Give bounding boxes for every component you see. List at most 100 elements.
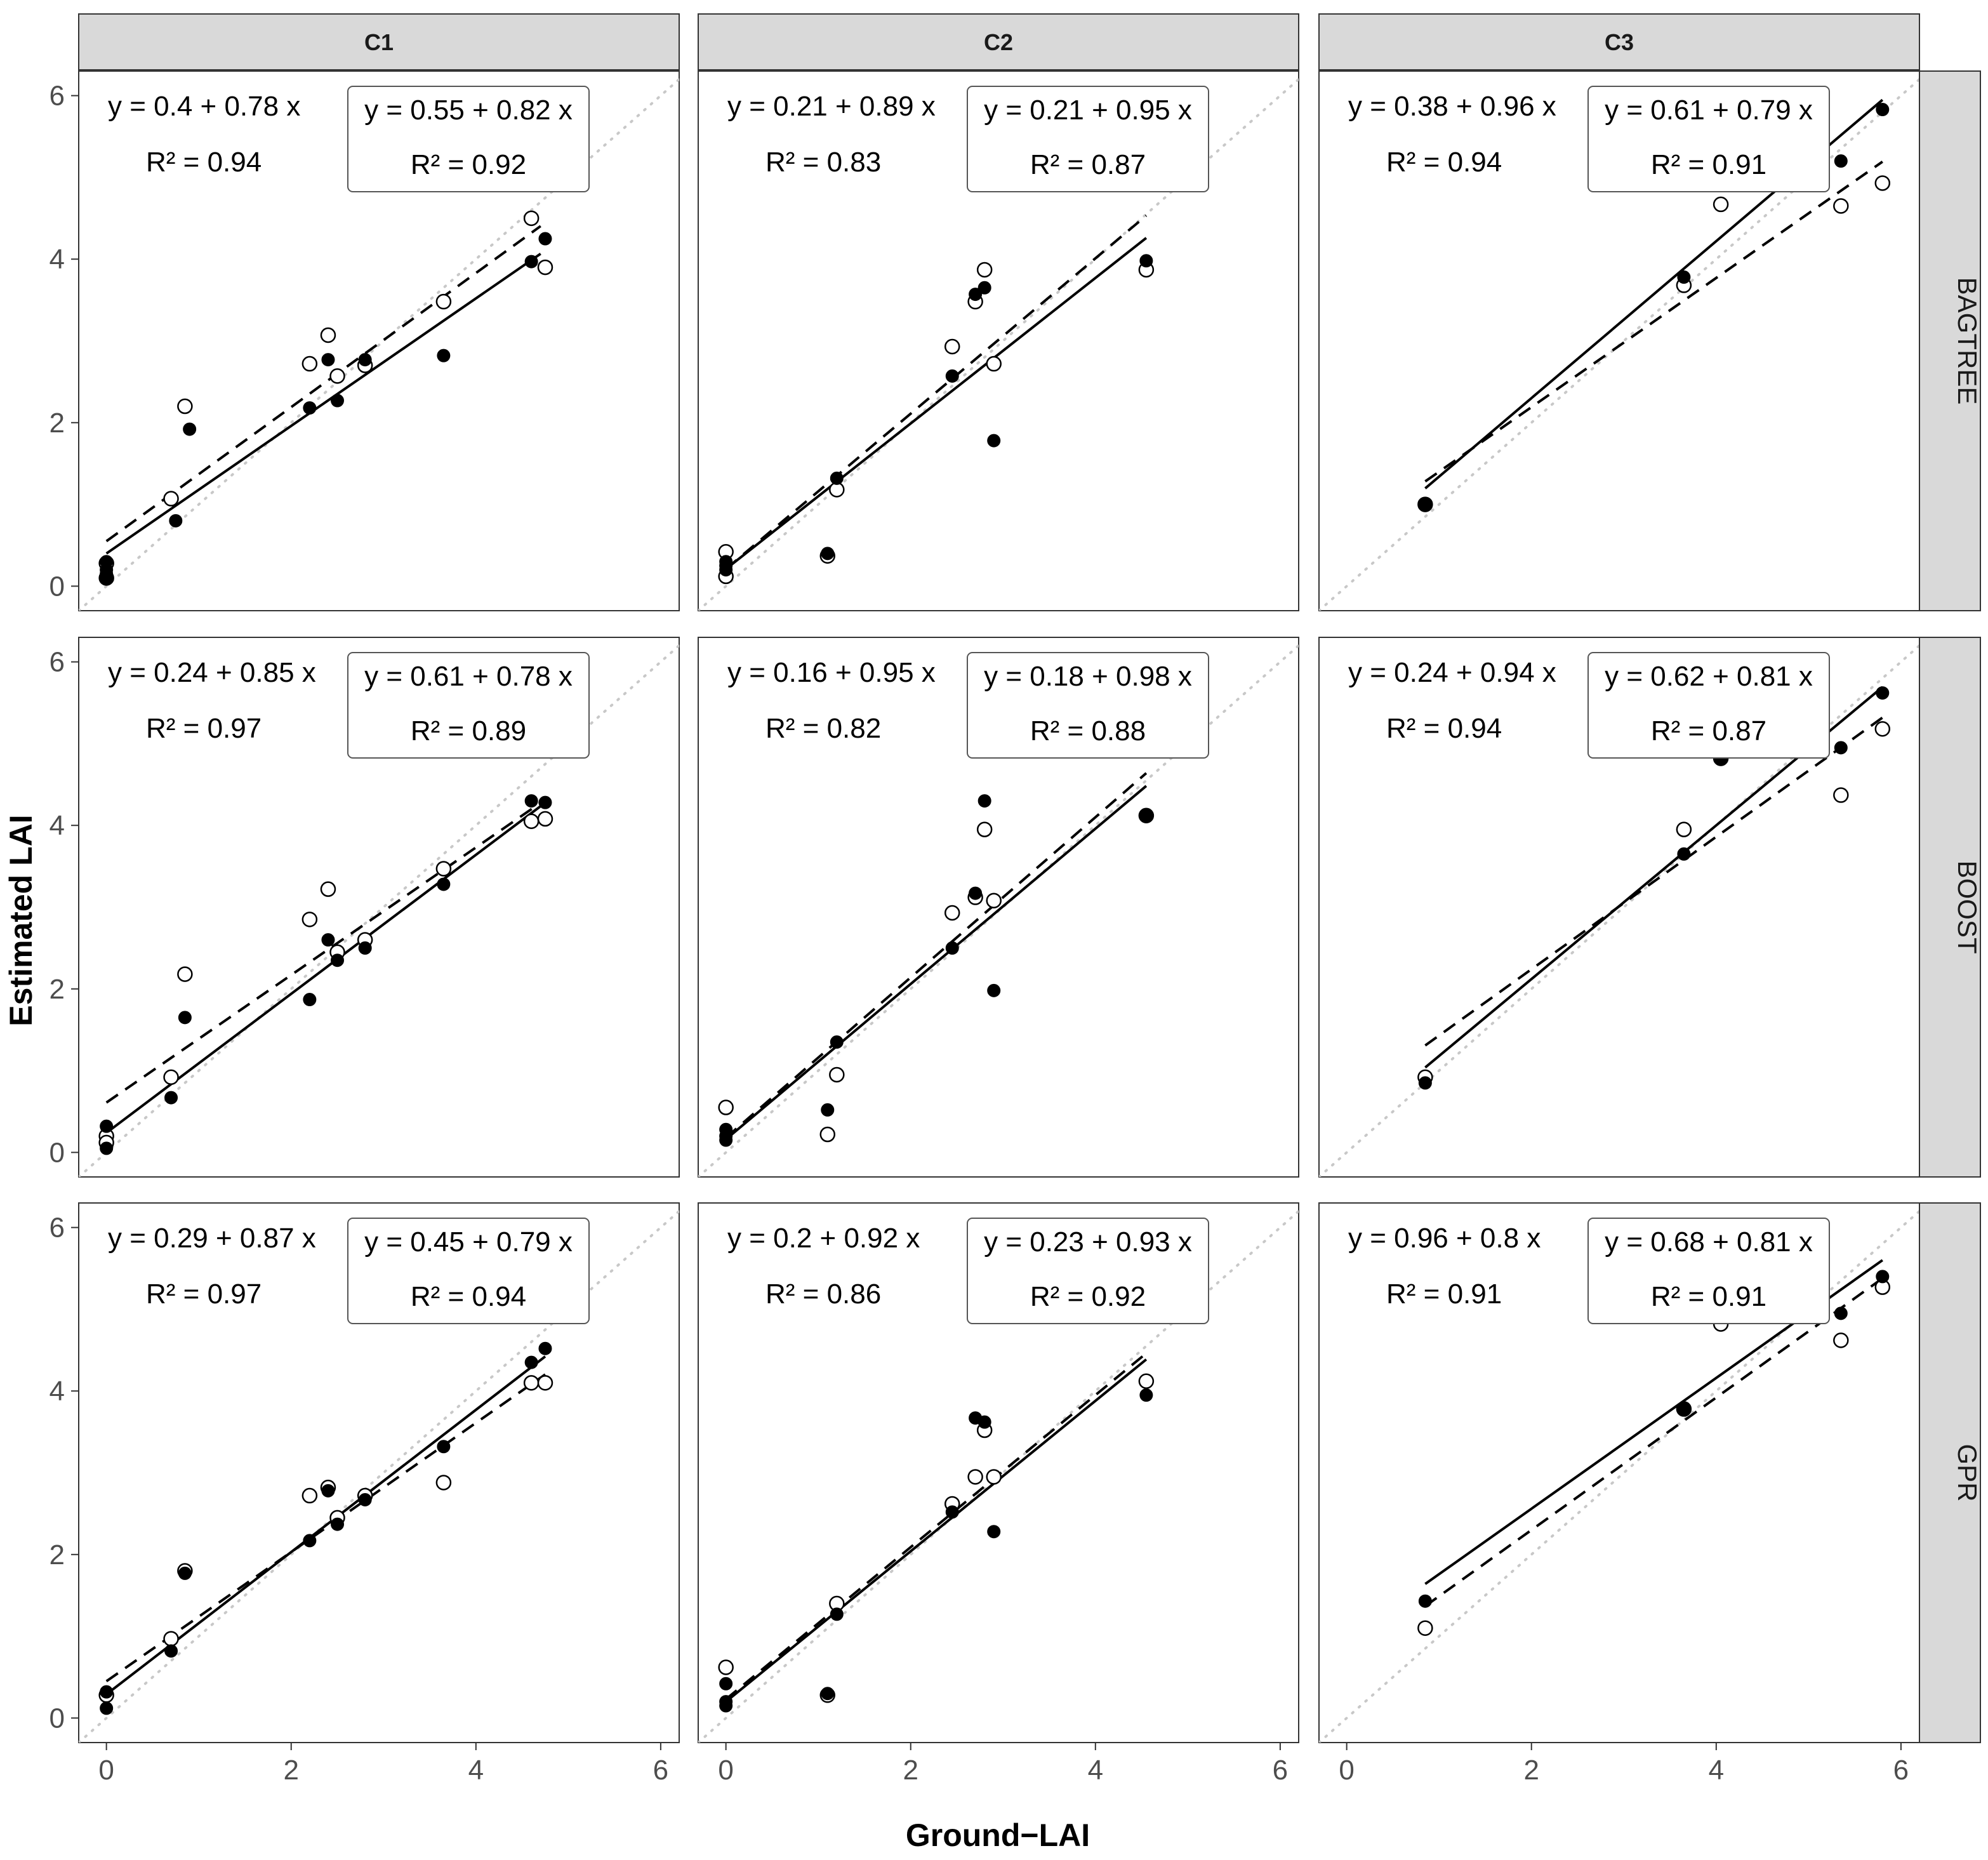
y-tick-label: 2	[50, 408, 65, 439]
open-point	[986, 355, 1002, 372]
filled-r2: R² = 0.86	[765, 1279, 881, 1310]
filled-point	[1139, 1388, 1153, 1402]
filled-point	[987, 434, 1001, 448]
open-point	[819, 1126, 836, 1143]
filled-point	[945, 369, 959, 383]
open-equation-box	[967, 652, 1209, 759]
filled-point	[1834, 741, 1848, 755]
filled-equation: y = 0.2 + 0.92 x	[727, 1223, 920, 1254]
open-equation: y = 0.23 + 0.93 x	[984, 1226, 1192, 1258]
filled-point	[987, 983, 1001, 997]
filled-point	[1677, 1402, 1691, 1416]
open-equation: y = 0.18 + 0.98 x	[984, 661, 1192, 692]
filled-r2: R² = 0.94	[146, 147, 262, 178]
filled-point	[830, 1035, 844, 1049]
open-point	[435, 861, 452, 877]
open-point	[1417, 1620, 1433, 1636]
filled-equation: y = 0.38 + 0.96 x	[1348, 91, 1556, 122]
open-point	[967, 1469, 983, 1485]
filled-equation: y = 0.4 + 0.78 x	[108, 91, 300, 122]
filled-point	[821, 1103, 835, 1117]
column-strip-label: C3	[1605, 29, 1634, 55]
filled-equation: y = 0.21 + 0.89 x	[727, 91, 936, 122]
column-strip	[1318, 13, 1920, 70]
filled-point	[1834, 154, 1848, 168]
filled-equation: y = 0.24 + 0.85 x	[108, 657, 316, 688]
panel-plot-area	[698, 77, 1299, 611]
open-fit-line	[105, 1373, 547, 1683]
column-strip-label: C2	[984, 29, 1013, 55]
open-r2: R² = 0.87	[1030, 149, 1146, 180]
filled-equation: y = 0.29 + 0.87 x	[108, 1223, 316, 1254]
filled-point	[1418, 498, 1432, 512]
filled-equation: y = 0.96 + 0.8 x	[1348, 1223, 1541, 1254]
x-tick-label: 0	[98, 1755, 114, 1786]
filled-point	[977, 794, 991, 808]
axes-layer: C1 C2 C3 BAGTREE BOOST GPR 0 2 4 6 0 2 4 6 0 2 4 6 0 2 4 6 0 2 4…	[50, 13, 1982, 1786]
open-equation: y = 0.45 + 0.79 x	[364, 1226, 573, 1258]
open-point	[1833, 787, 1849, 803]
filled-point	[331, 1517, 345, 1531]
open-point	[1833, 1332, 1849, 1348]
open-point	[1138, 1373, 1155, 1390]
filled-point	[821, 1687, 835, 1701]
filled-point	[100, 1701, 114, 1715]
open-equation-box	[967, 86, 1209, 192]
row-strip-label: BOOST	[1952, 860, 1982, 953]
open-point	[523, 210, 540, 227]
panel: y = 0.2 + 0.92 x R² = 0.86 y = 0.23 + 0.93…	[698, 1202, 1299, 1743]
filled-point	[719, 1133, 733, 1147]
x-tick-label: 6	[653, 1755, 668, 1786]
column-strip-label: C1	[364, 29, 394, 55]
open-equation-box	[347, 86, 590, 192]
filled-r2: R² = 0.91	[1386, 1279, 1502, 1310]
filled-r2: R² = 0.82	[765, 713, 881, 744]
open-fit-line	[1424, 161, 1883, 482]
open-point	[523, 813, 540, 830]
filled-point	[969, 288, 983, 302]
filled-point	[538, 795, 552, 809]
filled-point	[524, 255, 538, 269]
panel: y = 0.16 + 0.95 x R² = 0.82 y = 0.18 + 0.9…	[698, 637, 1299, 1178]
column-strip	[78, 13, 680, 70]
open-point	[1874, 175, 1891, 191]
x-axis-title: Ground−LAI	[906, 1817, 1090, 1853]
x-tick-label: 0	[1339, 1755, 1354, 1786]
filled-fit-line	[725, 1358, 1148, 1703]
filled-point	[1876, 1270, 1890, 1284]
row-strip	[1919, 70, 1981, 611]
y-tick-label: 6	[50, 81, 65, 112]
open-point	[302, 355, 318, 372]
filled-point	[1677, 847, 1691, 861]
open-fit-line	[725, 772, 1148, 1139]
row-strip	[1919, 637, 1981, 1178]
open-r2: R² = 0.87	[1651, 715, 1766, 747]
filled-point	[719, 1677, 733, 1691]
y-tick-label: 0	[50, 1703, 65, 1734]
filled-point	[100, 1119, 114, 1133]
filled-point	[987, 1525, 1001, 1539]
open-fit-line	[1424, 716, 1883, 1047]
x-tick-label: 2	[283, 1755, 298, 1786]
open-point	[320, 327, 336, 343]
open-r2: R² = 0.94	[411, 1281, 526, 1312]
open-point	[976, 262, 993, 278]
filled-point	[821, 547, 835, 561]
filled-point	[331, 953, 345, 967]
open-equation: y = 0.61 + 0.78 x	[364, 661, 573, 692]
open-point	[1713, 196, 1729, 213]
open-point	[163, 1631, 179, 1647]
filled-fit-line	[105, 1355, 547, 1696]
open-equation-box	[1587, 1218, 1830, 1324]
x-tick-label: 6	[1893, 1755, 1909, 1786]
filled-point	[331, 394, 345, 408]
open-point	[320, 881, 336, 897]
filled-equation: y = 0.16 + 0.95 x	[727, 657, 936, 688]
x-tick-label: 0	[718, 1755, 733, 1786]
panel-plot-area	[698, 1209, 1299, 1743]
filled-point	[969, 886, 983, 900]
panel-plot-area	[79, 644, 679, 1177]
x-tick-label: 2	[903, 1755, 918, 1786]
open-point	[1874, 721, 1891, 737]
open-r2: R² = 0.89	[411, 715, 526, 747]
